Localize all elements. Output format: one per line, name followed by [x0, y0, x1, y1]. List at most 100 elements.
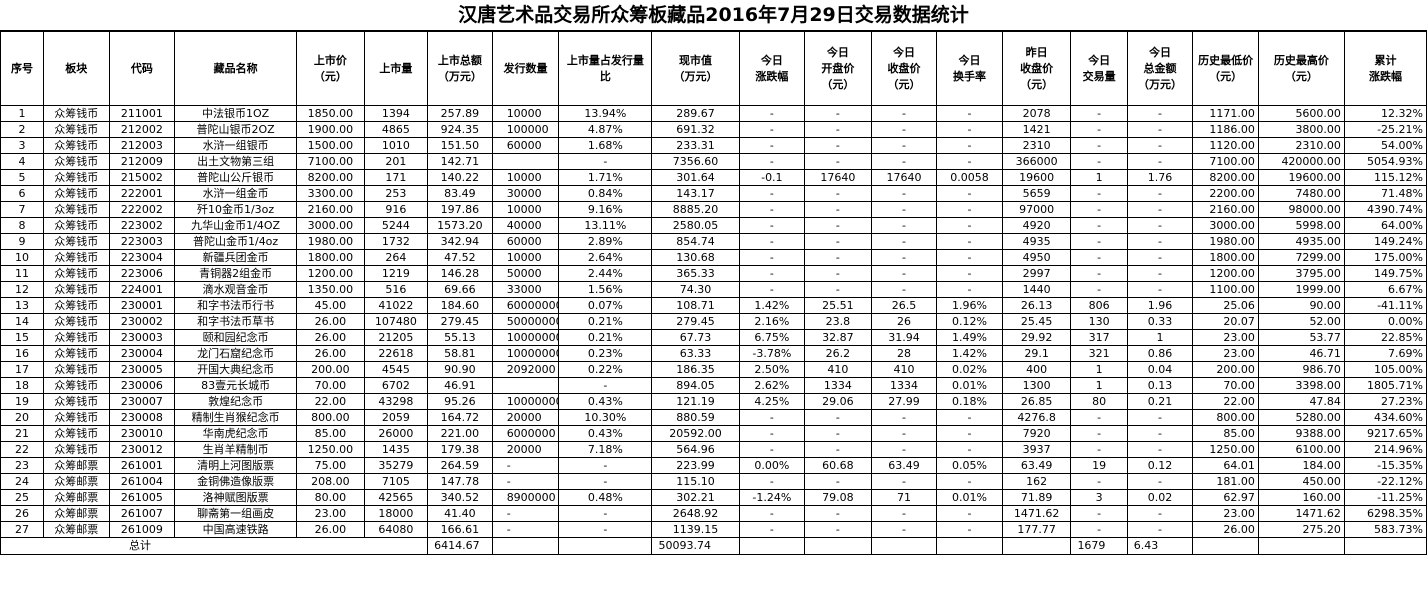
table-cell: 142.71 — [427, 153, 493, 170]
table-cell: 181.00 — [1192, 473, 1259, 490]
table-cell: - — [936, 153, 1003, 170]
table-cell: - — [1126, 201, 1194, 218]
table-cell: - — [870, 233, 938, 250]
table-cell: 224001 — [108, 281, 176, 298]
table-cell: 7105 — [363, 473, 429, 490]
table-cell: 2078 — [1001, 105, 1072, 122]
table-cell: 7.69% — [1343, 345, 1427, 362]
table-cell: 26.00 — [296, 313, 365, 330]
table-cell: 3000.00 — [296, 217, 365, 234]
table-cell: 201 — [363, 153, 429, 170]
table-cell: 2059 — [363, 409, 429, 426]
table-cell: 26.2 — [804, 345, 872, 362]
table-cell: 青铜器2组金币 — [174, 265, 298, 282]
table-cell: 1120.00 — [1192, 137, 1259, 154]
table-cell: 1850.00 — [296, 105, 365, 122]
table-cell: 6.75% — [738, 329, 806, 346]
table-cell: 22 — [0, 441, 45, 458]
table-cell: 众筹钱币 — [43, 281, 110, 298]
table-cell: - — [870, 505, 938, 522]
table-cell: 9217.65% — [1343, 425, 1427, 442]
table-cell: - — [738, 505, 806, 522]
table-cell: - — [936, 409, 1003, 426]
table-cell: 1250.00 — [1192, 441, 1259, 458]
total-money: 6.43 — [1126, 537, 1194, 555]
table-cell: 400 — [1001, 361, 1072, 378]
table-cell: 1421 — [1001, 121, 1072, 138]
table-cell: 4865 — [363, 121, 429, 138]
table-cell: - — [1070, 249, 1128, 266]
table-cell: - — [1126, 409, 1194, 426]
table-row: 23 众筹邮票 261001 清明上河图版票 75.00 35279 264.59- -223… — [0, 457, 1427, 474]
table-cell: 26.00 — [296, 345, 365, 362]
table-cell: 854.74 — [651, 233, 740, 250]
table-cell: 261001 — [108, 457, 176, 474]
table-cell: - — [1070, 233, 1128, 250]
table-cell: - — [870, 425, 938, 442]
table-cell: 3 — [0, 137, 45, 154]
table-cell: - — [870, 201, 938, 218]
table-cell: 1.96% — [936, 297, 1003, 314]
table-cell: 聊斋第一组画皮 — [174, 505, 298, 522]
table-cell: 90.00 — [1257, 297, 1345, 314]
table-cell: 5280.00 — [1257, 409, 1345, 426]
table-cell: 10000 — [491, 201, 560, 218]
table-body: 1 众筹钱币 211001 中法银币1OZ 1850.00 1394 257.89 10000… — [0, 105, 1427, 538]
table-cell: 中国高速铁路 — [174, 521, 298, 538]
table-cell: 25.06 — [1192, 297, 1259, 314]
table-cell: 5600.00 — [1257, 105, 1345, 122]
table-cell: 42565 — [363, 489, 429, 506]
table-cell: 1 — [1070, 169, 1128, 186]
table-cell: 0.21% — [558, 313, 653, 330]
table-cell: 4950 — [1001, 249, 1072, 266]
table-cell: 230007 — [108, 393, 176, 410]
table-cell: 160.00 — [1257, 489, 1345, 506]
table-cell: 9388.00 — [1257, 425, 1345, 442]
table-row: 16 众筹钱币 230004 龙门石窟纪念币 26.00 22618 58.81 100000… — [0, 345, 1427, 362]
table-cell: 97000 — [1001, 201, 1072, 218]
table-cell: 1 — [0, 105, 45, 122]
table-cell: - — [738, 265, 806, 282]
table-cell: -15.35% — [1343, 457, 1427, 474]
table-cell: 55.13 — [427, 329, 493, 346]
table-cell: 2160.00 — [1192, 201, 1259, 218]
table-cell: 85.00 — [296, 425, 365, 442]
table-cell: 众筹钱币 — [43, 377, 110, 394]
column-header: 上市价 （元） — [296, 31, 365, 106]
table-cell: 164.72 — [427, 409, 493, 426]
table-cell: 0.00% — [738, 457, 806, 474]
table-cell: 50000000 — [491, 313, 560, 330]
table-cell: 64080 — [363, 521, 429, 538]
table-cell: 25 — [0, 489, 45, 506]
table-cell: 261005 — [108, 489, 176, 506]
table-cell: 洛神赋图版票 — [174, 489, 298, 506]
table-cell: - — [936, 441, 1003, 458]
table-cell: 12.32% — [1343, 105, 1427, 122]
table-cell: 13.94% — [558, 105, 653, 122]
table-cell: - — [870, 441, 938, 458]
table-cell: - — [491, 521, 560, 538]
table-cell: - — [491, 473, 560, 490]
table-cell: 众筹钱币 — [43, 217, 110, 234]
column-header: 代码 — [108, 31, 176, 106]
table-cell: 和字书法币行书 — [174, 297, 298, 314]
table-cell: 2092000 — [491, 361, 560, 378]
table-cell: 7100.00 — [296, 153, 365, 170]
table-cell — [491, 377, 560, 394]
table-cell: - — [870, 105, 938, 122]
table-cell: - — [936, 281, 1003, 298]
table-cell: 800.00 — [296, 409, 365, 426]
table-row: 24 众筹邮票 261004 金铜佛造像版票 208.00 7105 147.78- -115… — [0, 473, 1427, 490]
table-cell: 众筹钱币 — [43, 137, 110, 154]
table-cell: - — [1070, 521, 1128, 538]
table-cell: 47.84 — [1257, 393, 1345, 410]
table-cell: - — [1070, 185, 1128, 202]
table-cell: 74.30 — [651, 281, 740, 298]
table-cell: 0.86 — [1126, 345, 1194, 362]
table-cell: 22618 — [363, 345, 429, 362]
table-cell: 10000000 — [491, 393, 560, 410]
table-cell: - — [558, 505, 653, 522]
table-cell: - — [1126, 137, 1194, 154]
table-cell: 19 — [0, 393, 45, 410]
table-cell: 75.00 — [296, 457, 365, 474]
